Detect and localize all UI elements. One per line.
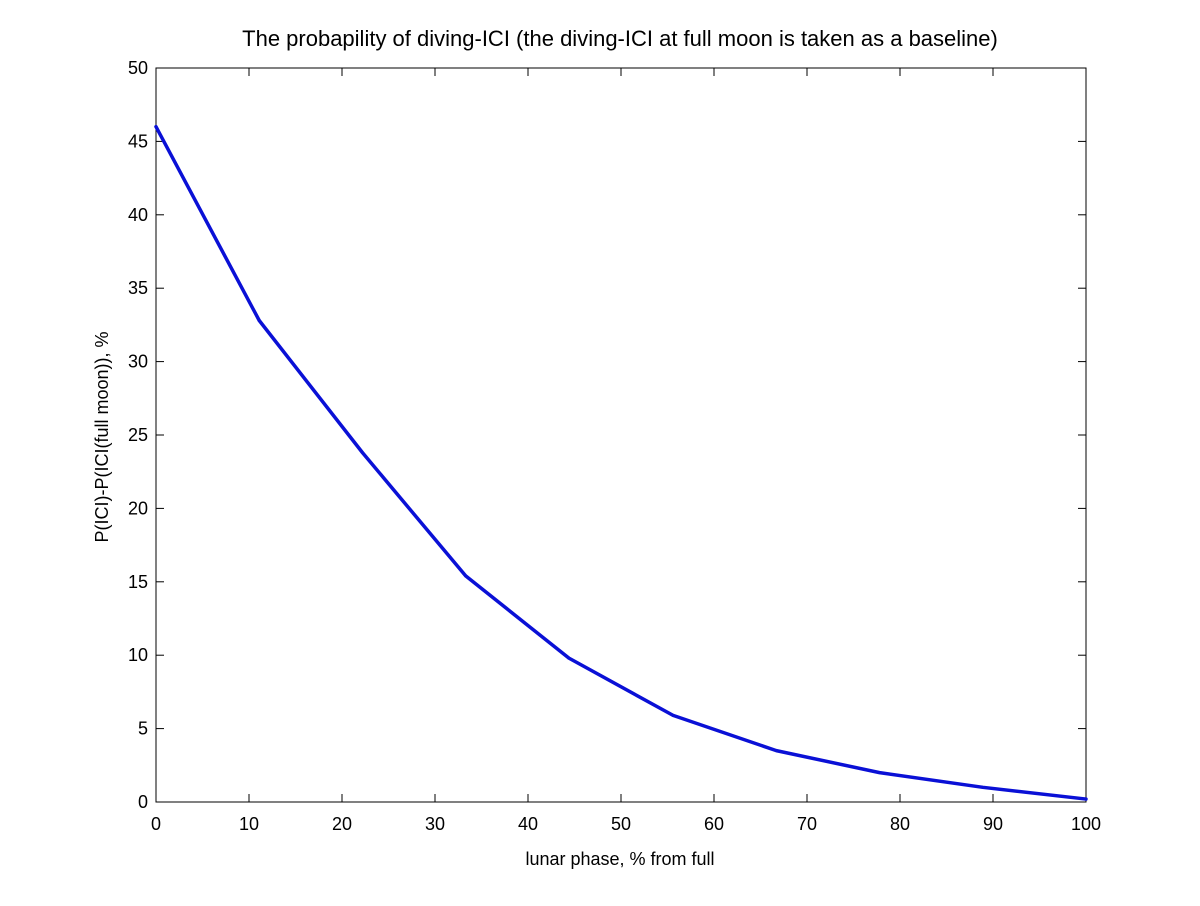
y-tick-label: 30	[128, 352, 148, 372]
x-tick-label: 10	[239, 814, 259, 834]
x-tick-label: 0	[151, 814, 161, 834]
y-axis-title: P(ICI)-P(ICI(full moon)), %	[92, 331, 112, 542]
x-tick-label: 80	[890, 814, 910, 834]
x-tick-label: 100	[1071, 814, 1101, 834]
data-point	[774, 749, 778, 753]
chart-title: The probapility of diving-ICI (the divin…	[242, 26, 998, 51]
data-point	[360, 451, 364, 455]
x-tick-label: 90	[983, 814, 1003, 834]
data-point	[671, 713, 675, 717]
y-tick-label: 25	[128, 425, 148, 445]
y-tick-label: 40	[128, 205, 148, 225]
y-tick-label: 5	[138, 719, 148, 739]
x-tick-label: 50	[611, 814, 631, 834]
data-point	[464, 574, 468, 578]
y-tick-label: 15	[128, 572, 148, 592]
y-tick-label: 20	[128, 498, 148, 518]
series-line	[154, 124, 1088, 801]
y-tick-label: 0	[138, 792, 148, 812]
x-tick-label: 20	[332, 814, 352, 834]
x-tick-label: 30	[425, 814, 445, 834]
data-point	[1084, 797, 1088, 801]
plot-area: 0 10 20 30 40 50 60 70 80 90 100 0 5 10 15 20 25 30 35 40 45…	[128, 58, 1101, 834]
y-tick-label: 50	[128, 58, 148, 78]
data-point	[878, 771, 882, 775]
data-point	[981, 785, 985, 789]
x-axis-title: lunar phase, % from full	[525, 849, 714, 869]
data-point	[567, 656, 571, 660]
x-tick-label: 60	[704, 814, 724, 834]
data-point	[257, 318, 261, 322]
y-tick-label: 45	[128, 131, 148, 151]
y-tick-label: 10	[128, 645, 148, 665]
data-point	[154, 125, 158, 129]
y-tick-label: 35	[128, 278, 148, 298]
x-tick-label: 40	[518, 814, 538, 834]
x-tick-label: 70	[797, 814, 817, 834]
